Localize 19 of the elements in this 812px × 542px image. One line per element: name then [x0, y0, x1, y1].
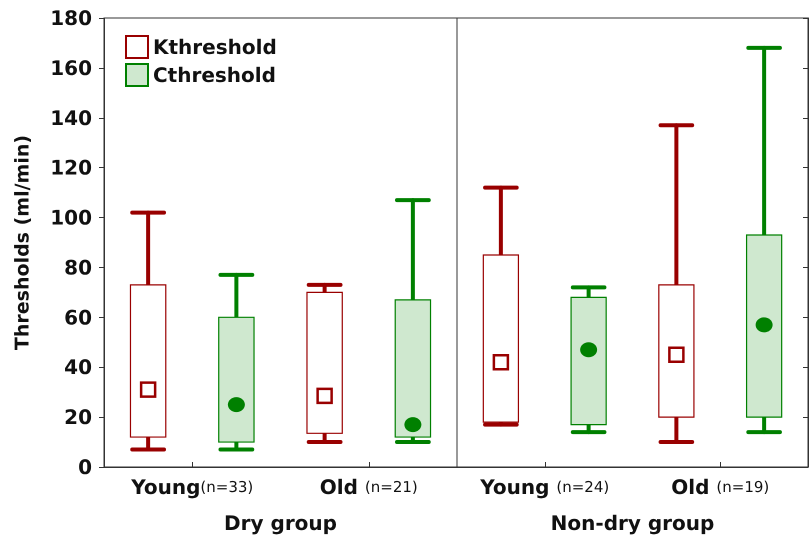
- x-tick-label: Old (n=19): [671, 475, 770, 499]
- y-tick-label: 100: [50, 206, 92, 230]
- x-axis-title: Non-dry group: [550, 511, 714, 535]
- y-axis-title: Thresholds (ml/min): [12, 134, 34, 350]
- x-tick-label: Old (n=21): [320, 475, 418, 499]
- x-axis-title: Dry group: [224, 511, 337, 535]
- y-tick-label: 80: [64, 255, 92, 280]
- legend-label: Kthreshold: [153, 35, 277, 59]
- y-tick-label: 160: [50, 56, 92, 80]
- y-tick-label: 180: [50, 6, 92, 30]
- y-tick-label: 120: [50, 156, 92, 180]
- legend-label: Cthreshold: [153, 63, 276, 87]
- y-tick-label: 0: [78, 455, 92, 479]
- y-tick-label: 40: [64, 355, 92, 380]
- y-tick-label: 60: [64, 305, 92, 330]
- y-tick-label: 140: [50, 106, 92, 130]
- x-tick-label: Young(n=33): [130, 475, 254, 499]
- x-tick-label: Young (n=24): [479, 475, 610, 499]
- y-tick-label: 20: [64, 405, 92, 430]
